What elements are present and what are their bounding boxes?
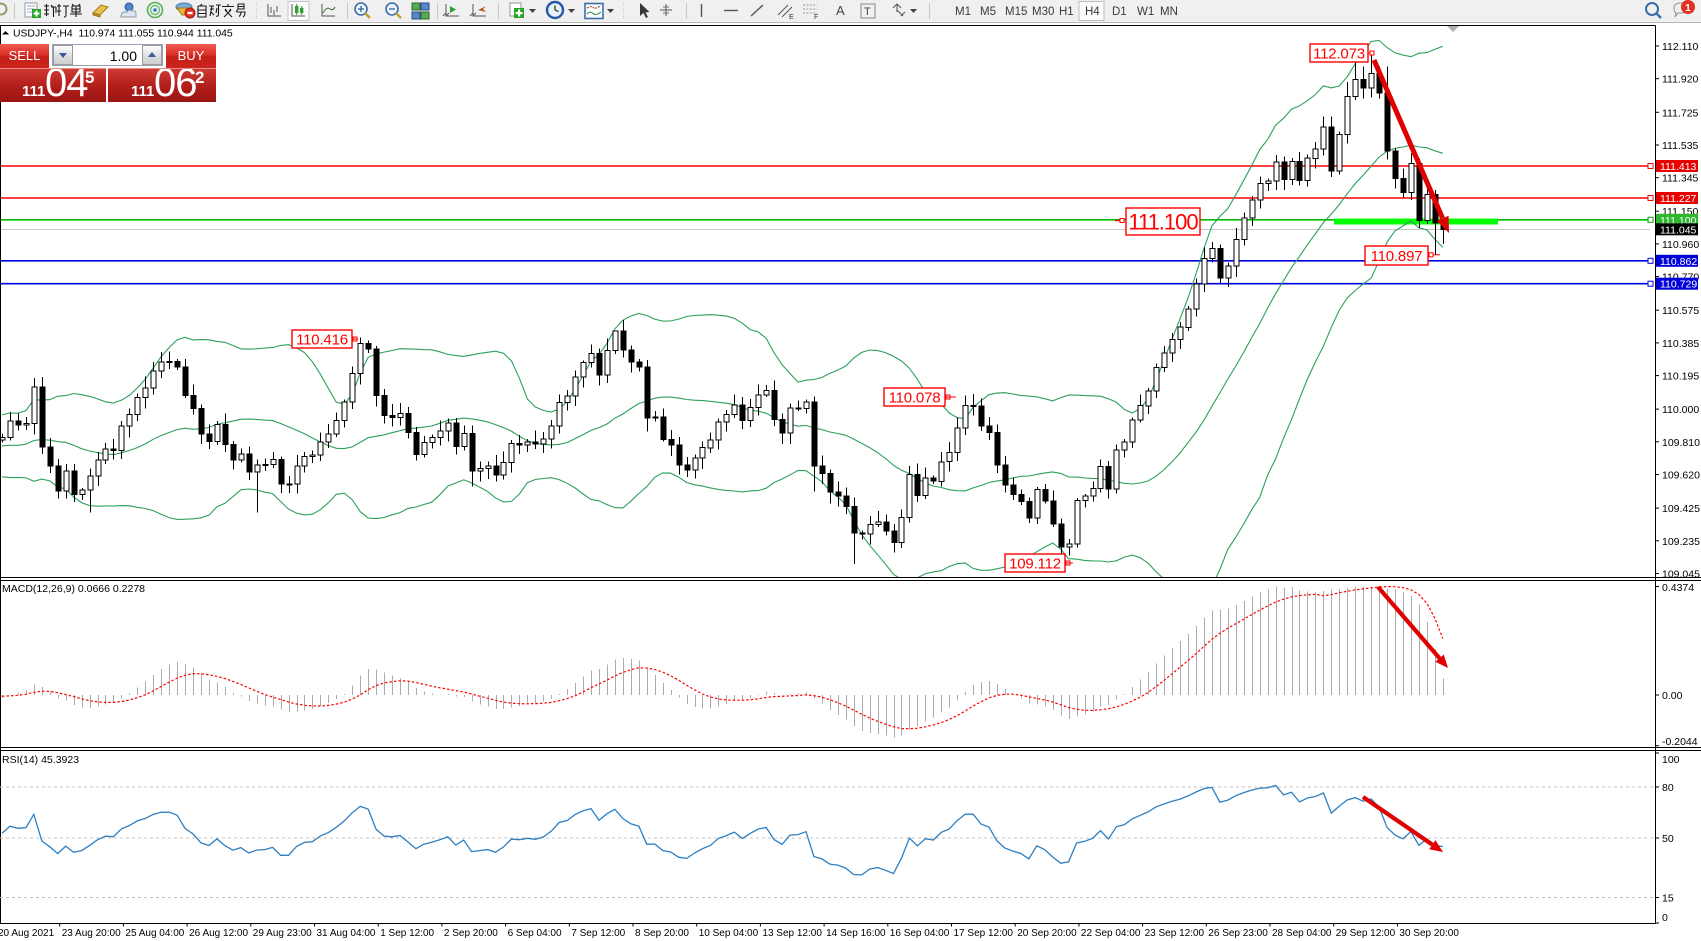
svg-text:110.575: 110.575	[1662, 305, 1699, 317]
svg-text:112.073: 112.073	[1313, 45, 1365, 62]
svg-text:23 Sep 12:00: 23 Sep 12:00	[1145, 928, 1205, 939]
svg-text:109.235: 109.235	[1662, 536, 1700, 548]
svg-text:17 Sep 12:00: 17 Sep 12:00	[954, 928, 1014, 939]
svg-text:111.045: 111.045	[1660, 224, 1697, 236]
svg-text:A: A	[836, 3, 845, 18]
svg-text:111: 111	[22, 83, 45, 100]
svg-text:110.729: 110.729	[1660, 279, 1697, 291]
svg-text:110.897: 110.897	[1371, 248, 1423, 265]
svg-text:M15: M15	[1005, 6, 1027, 18]
svg-text:RSI(14) 45.3923: RSI(14) 45.3923	[2, 754, 79, 766]
svg-text:109.425: 109.425	[1662, 503, 1700, 515]
svg-text:10 Sep 04:00: 10 Sep 04:00	[699, 928, 759, 939]
svg-text:30 Sep 20:00: 30 Sep 20:00	[1399, 928, 1459, 939]
svg-text:100: 100	[1662, 754, 1680, 766]
svg-text:80: 80	[1662, 782, 1674, 794]
svg-text:26 Aug 12:00: 26 Aug 12:00	[189, 928, 248, 939]
svg-text:23 Aug 20:00: 23 Aug 20:00	[62, 928, 121, 939]
svg-text:H4: H4	[1085, 6, 1100, 18]
svg-text:26 Sep 23:00: 26 Sep 23:00	[1208, 928, 1268, 939]
svg-text:28 Sep 04:00: 28 Sep 04:00	[1272, 928, 1332, 939]
svg-text:111.413: 111.413	[1660, 161, 1697, 173]
svg-text:2: 2	[195, 69, 204, 87]
svg-text:29 Sep 12:00: 29 Sep 12:00	[1336, 928, 1396, 939]
svg-text:111.920: 111.920	[1662, 74, 1699, 86]
svg-text:-0.2044: -0.2044	[1662, 736, 1698, 748]
svg-text:MN: MN	[1160, 6, 1178, 18]
svg-text:0.4374: 0.4374	[1662, 582, 1694, 594]
svg-text:110.416: 110.416	[296, 331, 348, 348]
svg-text:20 Aug 2021: 20 Aug 2021	[0, 928, 55, 939]
svg-text:2 Sep 20:00: 2 Sep 20:00	[444, 928, 498, 939]
svg-text:0.00: 0.00	[1662, 690, 1683, 702]
svg-text:110.000: 110.000	[1662, 404, 1699, 416]
svg-text:13 Sep 12:00: 13 Sep 12:00	[762, 928, 822, 939]
svg-text:109.112: 109.112	[1009, 555, 1061, 572]
svg-text:0: 0	[1662, 912, 1668, 924]
svg-text:W1: W1	[1137, 6, 1154, 18]
svg-text:109.620: 109.620	[1662, 470, 1700, 482]
svg-text:110.960: 110.960	[1662, 239, 1699, 251]
svg-text:25 Aug 04:00: 25 Aug 04:00	[125, 928, 184, 939]
svg-text:109.045: 109.045	[1662, 569, 1700, 581]
svg-text:E: E	[789, 14, 794, 21]
svg-text:04: 04	[45, 69, 88, 102]
svg-text:F: F	[814, 14, 818, 21]
svg-text:22 Sep 04:00: 22 Sep 04:00	[1081, 928, 1141, 939]
svg-text:111.227: 111.227	[1660, 193, 1697, 205]
svg-text:111: 111	[131, 83, 154, 100]
svg-text:1: 1	[1685, 2, 1691, 14]
svg-text:110.195: 110.195	[1662, 371, 1699, 383]
svg-text:T: T	[864, 6, 871, 18]
svg-text:USDJPY-,H4 110.974 111.055 11: USDJPY-,H4 110.974 111.055 110.944 111.0…	[13, 29, 233, 40]
svg-text:20 Sep 20:00: 20 Sep 20:00	[1017, 928, 1077, 939]
svg-text:29 Aug 23:00: 29 Aug 23:00	[253, 928, 312, 939]
svg-text:110.385: 110.385	[1662, 338, 1699, 350]
svg-text:111.100: 111.100	[1128, 209, 1198, 234]
svg-text:31 Aug 04:00: 31 Aug 04:00	[317, 928, 376, 939]
svg-text:M5: M5	[980, 6, 996, 18]
svg-text:M1: M1	[955, 6, 971, 18]
svg-text:111.725: 111.725	[1662, 107, 1699, 119]
svg-text:6 Sep 04:00: 6 Sep 04:00	[508, 928, 562, 939]
svg-text:112.110: 112.110	[1662, 41, 1699, 53]
svg-text:110.078: 110.078	[889, 389, 941, 406]
svg-text:8 Sep 20:00: 8 Sep 20:00	[635, 928, 689, 939]
svg-text:M30: M30	[1032, 6, 1054, 18]
svg-text:15: 15	[1662, 893, 1674, 905]
svg-text:D1: D1	[1112, 6, 1127, 18]
svg-text:1 Sep 12:00: 1 Sep 12:00	[380, 928, 434, 939]
svg-text:14 Sep 16:00: 14 Sep 16:00	[826, 928, 886, 939]
svg-text:111.535: 111.535	[1662, 140, 1699, 152]
svg-text:H1: H1	[1059, 6, 1074, 18]
svg-text:50: 50	[1662, 833, 1674, 845]
svg-text:110.862: 110.862	[1660, 256, 1697, 268]
svg-text:MACD(12,26,9) 0.0666 0.2278: MACD(12,26,9) 0.0666 0.2278	[2, 583, 145, 595]
svg-text:16 Sep 04:00: 16 Sep 04:00	[890, 928, 950, 939]
svg-text:109.810: 109.810	[1662, 437, 1700, 449]
svg-text:7 Sep 12:00: 7 Sep 12:00	[571, 928, 625, 939]
svg-text:5: 5	[85, 69, 94, 87]
svg-text:06: 06	[154, 69, 197, 102]
svg-text:111.345: 111.345	[1662, 173, 1699, 185]
